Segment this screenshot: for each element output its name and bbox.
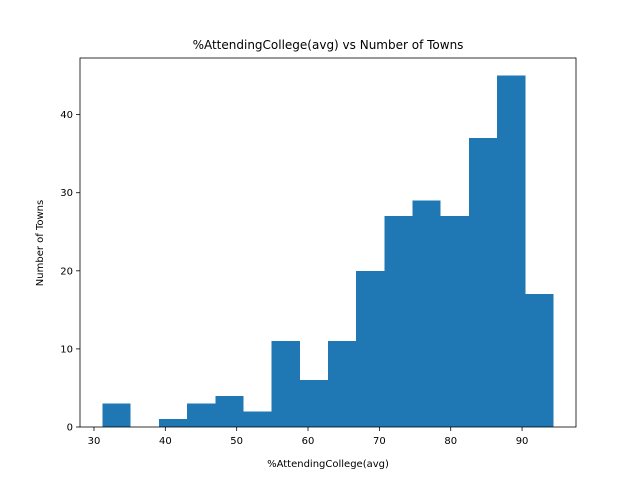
x-axis-label: %AttendingCollege(avg) — [267, 459, 389, 470]
histogram-bar — [412, 200, 441, 427]
histogram-bar — [356, 270, 385, 427]
y-tick-label: 0 — [67, 423, 73, 434]
x-tick-label: 80 — [444, 436, 457, 447]
y-tick-label: 30 — [60, 188, 73, 199]
y-axis-ticks: 0 10 20 30 40 — [60, 110, 80, 434]
histogram-bar — [102, 403, 131, 427]
histogram-bar — [384, 216, 413, 427]
histogram-bar — [215, 395, 244, 427]
chart-title: %AttendingCollege(avg) vs Number of Town… — [193, 38, 464, 52]
y-tick-label: 40 — [60, 110, 73, 121]
histogram-bar — [328, 341, 357, 427]
histogram-bar — [158, 419, 188, 427]
x-tick-label: 40 — [159, 436, 172, 447]
histogram-bar — [299, 380, 328, 427]
y-tick-label: 20 — [60, 266, 73, 277]
y-axis-label: Number of Towns — [35, 200, 46, 286]
x-tick-label: 50 — [230, 436, 243, 447]
histogram-bar — [525, 294, 554, 427]
histogram-bar — [468, 138, 498, 428]
x-tick-label: 30 — [88, 436, 101, 447]
histogram-bar — [440, 216, 469, 427]
histogram-bar — [497, 75, 526, 428]
bars-group — [102, 75, 554, 428]
x-tick-label: 70 — [373, 436, 386, 447]
histogram-bar — [243, 411, 272, 427]
plot-area-frame — [79, 57, 577, 428]
histogram-bar — [187, 403, 216, 427]
x-tick-label: 90 — [516, 436, 529, 447]
y-tick-label: 10 — [60, 344, 73, 355]
histogram-bar — [271, 341, 300, 427]
x-axis-ticks: 30 40 50 60 70 80 90 — [88, 427, 529, 447]
x-tick-label: 60 — [302, 436, 315, 447]
